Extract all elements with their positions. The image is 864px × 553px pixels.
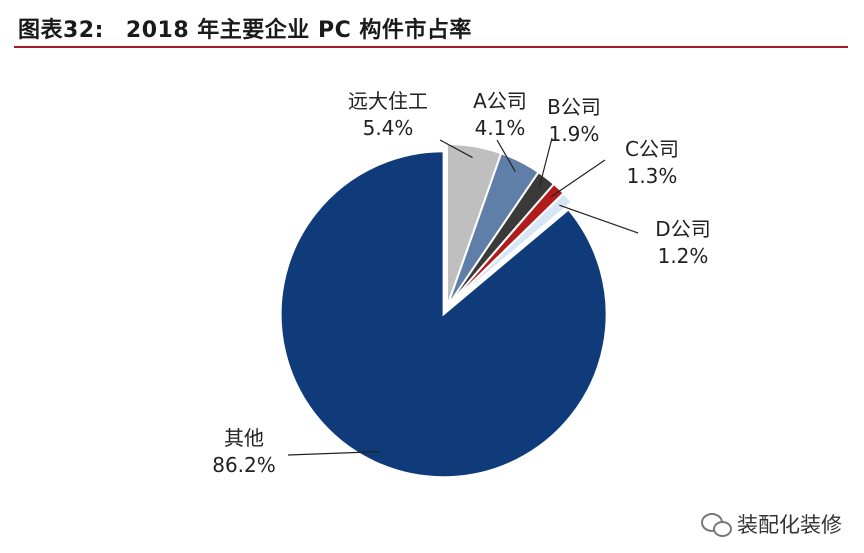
page-title: 图表32: 2018 年主要企业 PC 构件市占率	[18, 12, 472, 44]
slice-name-label: B公司	[547, 95, 601, 119]
slice-name-label: 远大住工	[348, 89, 428, 113]
leader-line	[559, 204, 639, 234]
slice-value-label: 4.1%	[475, 116, 526, 140]
leader-line	[550, 159, 606, 198]
title-divider	[14, 46, 848, 48]
chart-title: 2018 年主要企业 PC 构件市占率	[125, 18, 472, 43]
pie-slice	[279, 150, 608, 479]
leader-line	[287, 451, 380, 456]
watermark: 装配化装修	[701, 509, 842, 539]
leader-line	[496, 139, 516, 172]
leader-line	[538, 137, 553, 188]
slice-value-label: 86.2%	[212, 453, 276, 477]
slice-name-label: C公司	[625, 137, 679, 161]
pie-slice	[446, 191, 574, 308]
slice-name-label: D公司	[655, 217, 710, 241]
slice-name-label: A公司	[473, 89, 527, 113]
wechat-icon	[701, 513, 732, 537]
slice-value-label: 1.3%	[627, 164, 678, 188]
watermark-text: 装配化装修	[737, 513, 842, 537]
figure-label: 图表32:	[18, 18, 104, 43]
slice-name-label: 其他	[224, 426, 264, 450]
leader-line	[439, 139, 473, 159]
slice-value-label: 5.4%	[363, 116, 414, 140]
slice-value-label: 1.9%	[549, 122, 600, 146]
slice-value-label: 1.2%	[658, 244, 709, 268]
